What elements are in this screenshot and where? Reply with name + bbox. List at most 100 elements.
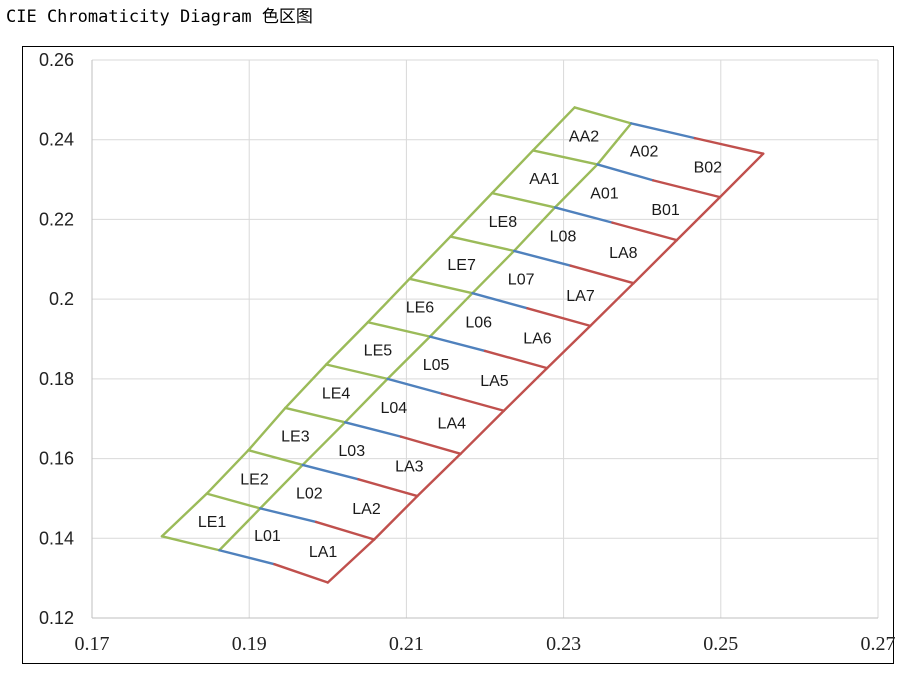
- bin-edge-la: [314, 520, 376, 541]
- bin-edge-la: [693, 136, 765, 155]
- bin-edge-la: [652, 179, 722, 199]
- bin-edge-le: [490, 191, 557, 209]
- bin-label-la4: LA4: [438, 416, 467, 433]
- bin-label-la3: LA3: [395, 458, 424, 475]
- bin-edge-l0: [218, 549, 276, 566]
- bin-edge-le: [366, 321, 432, 338]
- bin-label-le2: LE2: [240, 471, 269, 488]
- y-tick-label: 0.22: [39, 209, 74, 229]
- bin-edge-le: [449, 235, 516, 253]
- y-tick-label: 0.14: [39, 528, 74, 548]
- bin-label-l04: L04: [380, 400, 407, 417]
- x-tick-label: 0.27: [861, 633, 896, 655]
- bin-edge-le: [205, 492, 262, 510]
- color-bin-grid: [160, 106, 765, 584]
- bin-boundary-le: [259, 463, 304, 510]
- x-tick-label: 0.19: [232, 633, 267, 655]
- bin-edge-le: [325, 363, 389, 381]
- page-title: CIE Chromaticity Diagram 色区图: [6, 7, 313, 27]
- bin-boundary-le: [301, 421, 347, 467]
- y-tick-label: 0.24: [39, 130, 74, 150]
- y-tick-label: 0.16: [39, 449, 74, 469]
- bin-boundary-le: [449, 191, 494, 238]
- bin-label-la2: LA2: [352, 501, 381, 518]
- bin-edge-la: [357, 478, 419, 498]
- bin-edge-l0: [512, 249, 572, 267]
- bin-edge-la: [440, 392, 506, 412]
- bin-boundary-la: [632, 238, 678, 285]
- bin-boundary-le: [325, 321, 370, 366]
- bin-edge-l0: [629, 122, 697, 140]
- bin-label-a01: A01: [590, 186, 619, 203]
- bin-edge-la: [483, 349, 549, 370]
- bin-label-l07: L07: [508, 272, 535, 289]
- bin-label-la7: LA7: [566, 288, 595, 305]
- bin-label-l03: L03: [338, 443, 365, 460]
- bin-label-le3: LE3: [281, 428, 310, 445]
- bin-label-l01: L01: [254, 528, 281, 545]
- x-tick-label: 0.25: [703, 633, 738, 655]
- y-tick-label: 0.26: [39, 50, 74, 70]
- bin-edge-l0: [259, 507, 318, 524]
- bin-labels: LE1 LE2 LE3 LE4 LE5 LE6 LE7 LE8 AA1 AA2 L01 L02 L03 L…: [198, 128, 722, 561]
- bin-boundary-le: [553, 163, 599, 209]
- bin-label-le6: LE6: [406, 300, 435, 317]
- bin-boundary-le: [366, 277, 411, 324]
- x-tick-label: 0.17: [75, 633, 110, 655]
- bin-edge-l0: [428, 335, 487, 353]
- bin-label-la6: LA6: [523, 330, 552, 347]
- bin-boundary-le: [160, 492, 208, 538]
- bin-boundary-le: [247, 406, 287, 452]
- bin-boundary-le: [512, 206, 557, 253]
- bin-label-b02: B02: [694, 159, 723, 176]
- bin-boundary-le: [428, 291, 474, 338]
- axes: 0.12 0.14 0.16 0.18 0.2 0.22 0.24 0.26 0.17 0.19 0…: [39, 50, 896, 655]
- bin-edge-l0: [301, 463, 360, 481]
- bin-boundary-le: [490, 149, 535, 195]
- bin-label-la8: LA8: [609, 245, 638, 262]
- bin-boundary-le: [343, 377, 389, 424]
- bin-label-la1: LA1: [309, 544, 338, 561]
- bin-edge-le: [531, 149, 599, 166]
- bin-label-le5: LE5: [364, 343, 393, 360]
- gridlines: [92, 59, 879, 618]
- bin-boundary-la: [502, 366, 549, 412]
- bin-boundary-la: [372, 494, 419, 541]
- bin-edge-la: [526, 307, 592, 328]
- bin-boundary-le: [218, 507, 262, 552]
- bin-label-l06: L06: [465, 314, 492, 331]
- bin-boundary-le: [386, 335, 432, 381]
- bin-edge-l0: [471, 291, 529, 310]
- bin-label-le7: LE7: [447, 257, 476, 274]
- bin-label-a02: A02: [630, 144, 659, 161]
- bin-boundary-le: [284, 363, 328, 410]
- y-tick-label: 0.2: [49, 289, 74, 309]
- bin-label-le1: LE1: [198, 514, 227, 531]
- y-tick-label: 0.18: [39, 369, 74, 389]
- bin-boundary-le: [471, 249, 516, 295]
- bin-edge-l0: [553, 206, 614, 224]
- bin-label-l05: L05: [423, 357, 450, 374]
- x-tick-label: 0.21: [389, 633, 424, 655]
- bin-edge-le: [284, 406, 347, 424]
- y-tick-label: 0.12: [39, 608, 74, 628]
- bin-edge-la: [611, 221, 678, 242]
- chart-frame: [22, 46, 894, 664]
- bin-edge-la: [569, 264, 635, 285]
- bin-boundary-la: [326, 538, 376, 584]
- bin-edge-le: [160, 535, 221, 552]
- bin-label-le8: LE8: [489, 214, 518, 231]
- bin-boundary-la: [459, 409, 506, 455]
- bin-boundary-la: [416, 452, 462, 498]
- bin-edge-la: [399, 435, 462, 455]
- bin-boundary-la: [718, 152, 765, 199]
- bin-label-l08: L08: [550, 229, 577, 246]
- bin-boundary-le: [408, 235, 452, 281]
- bin-label-aa2: AA2: [569, 128, 599, 145]
- bin-boundary-le: [205, 449, 250, 495]
- bin-edge-l0: [596, 163, 655, 182]
- bin-edge-l0: [386, 377, 443, 395]
- bin-boundary-la: [545, 324, 592, 370]
- bin-boundary-la: [675, 195, 722, 242]
